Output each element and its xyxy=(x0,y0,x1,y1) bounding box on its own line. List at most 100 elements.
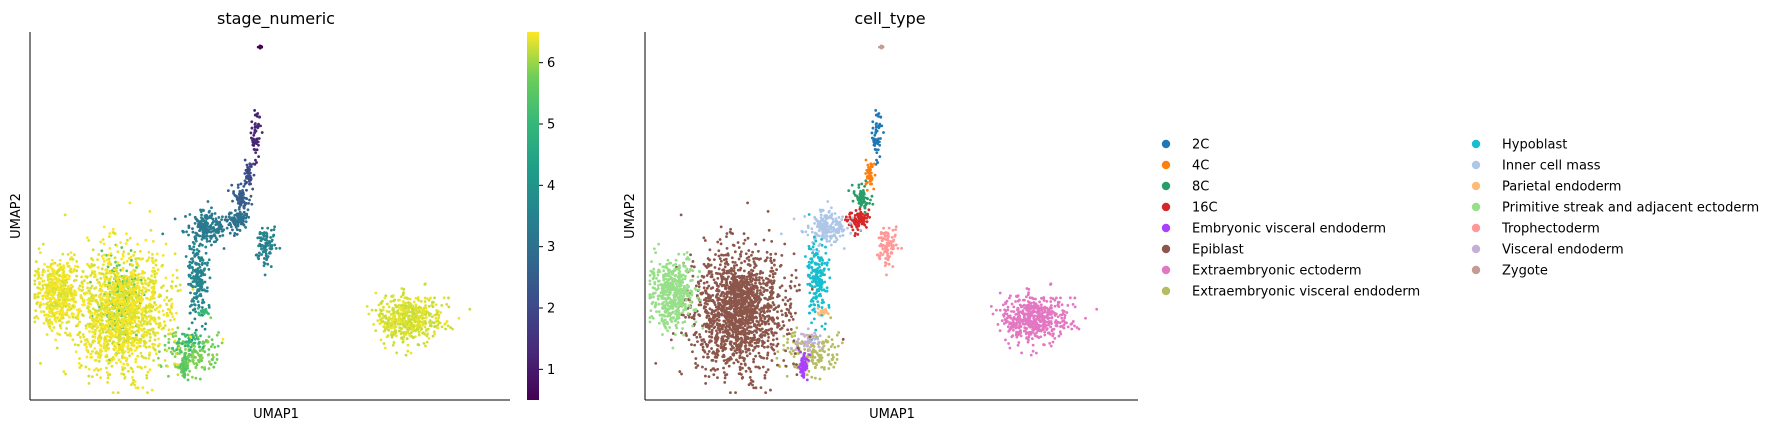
cell-point xyxy=(147,356,151,360)
cell-point xyxy=(263,262,267,265)
cell-point xyxy=(110,357,114,361)
cell-point xyxy=(404,332,408,336)
cell-point xyxy=(99,332,102,335)
cell-point xyxy=(204,322,208,326)
cell-point xyxy=(412,325,416,329)
cell-point xyxy=(1066,303,1070,307)
cell-point xyxy=(122,332,126,336)
cell-point xyxy=(163,334,167,338)
cell-point xyxy=(122,312,126,316)
cell-point xyxy=(786,337,790,341)
cell-point xyxy=(62,370,66,373)
cell-point xyxy=(200,306,204,309)
cell-point xyxy=(148,307,152,310)
cell-point xyxy=(111,326,115,330)
cell-point xyxy=(150,388,154,392)
cell-point xyxy=(426,311,430,314)
cell-point xyxy=(433,296,436,300)
cell-point xyxy=(828,239,831,243)
cell-point xyxy=(819,227,823,231)
cell-point xyxy=(267,239,271,243)
cell-point xyxy=(188,311,192,315)
cell-point xyxy=(229,225,233,229)
cell-point xyxy=(65,327,68,330)
cell-point xyxy=(99,312,103,316)
cell-point xyxy=(89,356,93,359)
cell-point xyxy=(105,371,109,374)
cell-point xyxy=(167,337,171,341)
cell-point xyxy=(38,281,41,284)
cell-point xyxy=(150,316,154,320)
cell-point xyxy=(181,360,185,364)
cell-point xyxy=(188,263,192,267)
cell-point xyxy=(222,247,226,250)
cell-point xyxy=(95,373,99,377)
cell-point xyxy=(274,246,278,250)
cell-point xyxy=(228,231,232,235)
cell-point xyxy=(827,348,831,351)
cell-point xyxy=(71,315,75,319)
cell-point xyxy=(384,321,387,325)
cell-point xyxy=(776,350,780,354)
cell-point xyxy=(424,329,428,333)
cell-point xyxy=(137,284,140,288)
cell-point xyxy=(62,273,66,277)
cell-point xyxy=(390,333,393,337)
cell-point xyxy=(257,251,261,255)
cell-point xyxy=(806,224,810,228)
cell-point xyxy=(76,317,80,321)
cell-point xyxy=(81,269,85,273)
cell-point xyxy=(90,257,93,260)
cell-point xyxy=(139,294,143,298)
cell-point xyxy=(405,337,409,341)
cell-point xyxy=(864,182,868,186)
cell-point xyxy=(865,216,869,220)
cell-point xyxy=(841,215,845,219)
cell-point xyxy=(429,296,432,300)
cell-point xyxy=(109,263,113,266)
cell-point xyxy=(117,338,121,342)
cell-point xyxy=(99,276,103,280)
cell-point xyxy=(104,323,108,327)
cell-point xyxy=(818,334,822,338)
cell-point xyxy=(81,288,84,292)
cell-point xyxy=(394,325,398,328)
cell-point xyxy=(106,334,109,338)
cell-point xyxy=(80,364,83,367)
cell-point xyxy=(829,316,833,320)
cell-point xyxy=(84,291,88,295)
cell-point xyxy=(130,316,133,320)
cell-point xyxy=(856,214,860,218)
cell-point xyxy=(374,329,378,333)
cell-point xyxy=(154,303,158,307)
cell-point xyxy=(115,266,119,270)
cell-point xyxy=(106,262,110,265)
cell-point xyxy=(193,235,197,239)
cell-point xyxy=(34,309,38,313)
cell-point xyxy=(865,168,869,172)
cell-point xyxy=(419,300,423,303)
cell-point xyxy=(42,321,46,325)
cell-point xyxy=(139,278,143,282)
cell-point xyxy=(234,220,238,224)
cell-point xyxy=(810,321,813,325)
cell-point xyxy=(239,218,243,222)
cell-point xyxy=(252,133,256,137)
cell-point xyxy=(414,303,418,307)
cell-point xyxy=(129,249,133,252)
cell-point xyxy=(440,303,444,307)
cell-point xyxy=(33,320,37,324)
cell-point xyxy=(87,239,91,242)
cell-point xyxy=(207,352,211,356)
cell-point xyxy=(137,272,141,276)
cell-point xyxy=(723,265,727,269)
cell-point xyxy=(215,358,219,361)
cell-point xyxy=(881,247,885,251)
cell-point xyxy=(870,163,874,167)
cell-point xyxy=(813,285,817,289)
cell-point xyxy=(829,206,833,210)
cell-point xyxy=(163,343,167,347)
cell-point xyxy=(88,316,92,319)
cell-point xyxy=(193,215,197,219)
cell-point xyxy=(423,300,427,303)
